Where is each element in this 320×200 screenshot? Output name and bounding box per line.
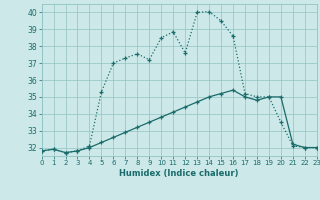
X-axis label: Humidex (Indice chaleur): Humidex (Indice chaleur) (119, 169, 239, 178)
